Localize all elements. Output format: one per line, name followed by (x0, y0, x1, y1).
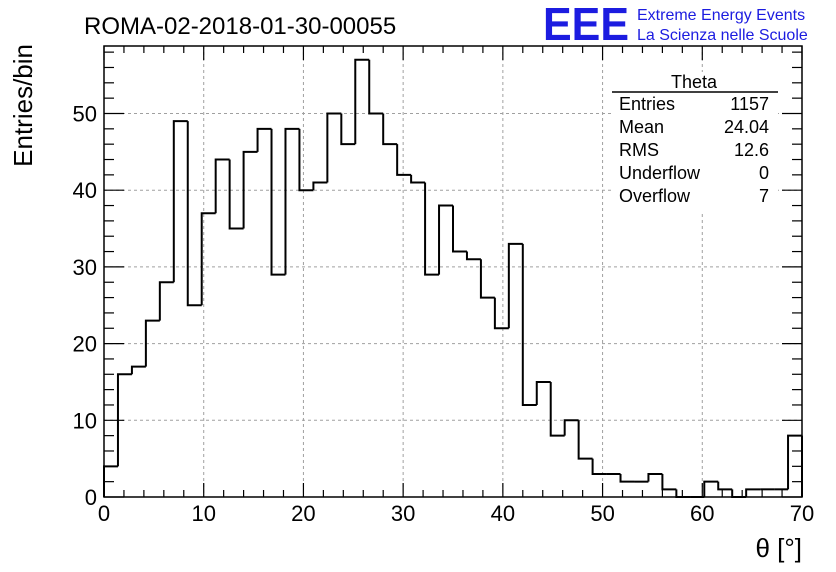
chart-title: ROMA-02-2018-01-30-00055 (84, 13, 396, 40)
stats-label-entries: Entries (619, 94, 675, 114)
histogram-bin (410, 174, 426, 184)
stats-value-overflow: 7 (759, 186, 769, 206)
histogram-bin (535, 380, 551, 405)
histogram-bin (144, 319, 160, 367)
histogram-bin (479, 259, 495, 299)
eee-logo: EEE Extreme Energy Events La Scienza nel… (543, 0, 808, 50)
eee-logo-mark: EEE (543, 0, 629, 50)
histogram-bin (647, 472, 663, 482)
x-tick-label: 60 (690, 501, 714, 526)
histogram-bin (521, 243, 537, 406)
histogram-bin (745, 488, 761, 497)
histogram-bin (200, 212, 216, 306)
histogram-bin (340, 113, 356, 146)
histogram-bin (382, 113, 398, 146)
stats-label-overflow: Overflow (619, 186, 691, 206)
stats-value-underflow: 0 (759, 163, 769, 183)
y-tick-label: 0 (85, 485, 97, 510)
stats-value-mean: 24.04 (724, 117, 769, 137)
histogram-bin (661, 473, 677, 491)
stats-box-background (612, 72, 778, 212)
x-tick-label: 0 (98, 501, 110, 526)
stats-label-underflow: Underflow (619, 163, 701, 183)
histogram-bin (591, 458, 607, 475)
histogram-bin (493, 297, 509, 330)
histogram-bin (465, 251, 481, 261)
histogram-bin (577, 420, 593, 460)
x-tick-label: 50 (590, 501, 614, 526)
histogram-bin (130, 365, 146, 375)
histogram-bin (507, 242, 523, 329)
stats-label-rms: RMS (619, 140, 659, 160)
x-tick-label: 70 (790, 501, 814, 526)
histogram-bin (270, 128, 286, 276)
x-tick-label: 40 (491, 501, 515, 526)
stats-box-title: Theta (671, 72, 718, 92)
y-tick-label: 50 (73, 101, 97, 126)
histogram-layer (103, 58, 803, 498)
histogram-bin (186, 121, 202, 307)
x-axis-label: θ [°] (755, 533, 802, 563)
histogram-bin (298, 128, 314, 192)
histogram-bin (116, 373, 132, 467)
plot-frame (103, 45, 803, 498)
histogram-bin (326, 112, 342, 183)
histogram-bin (549, 381, 565, 437)
histogram-bin (717, 481, 733, 491)
histogram-bin (242, 150, 258, 229)
histogram-bin (312, 181, 328, 191)
eee-logo-line2: La Scienza nelle Scuole (637, 27, 808, 44)
histogram-bin (172, 120, 188, 283)
histogram-bin (452, 205, 467, 253)
histogram-bin (619, 473, 635, 483)
y-axis-label: Entries/bin (8, 44, 38, 167)
histogram-bin (256, 127, 272, 152)
stats-value-entries: 1157 (730, 94, 769, 114)
histogram-bin (563, 419, 579, 436)
histogram-bin (158, 281, 174, 321)
x-tick-label: 20 (291, 501, 315, 526)
histogram-bin (368, 59, 384, 115)
stats-box: Theta Entries 1157 Mean 24.04 RMS 12.6 U… (612, 72, 778, 212)
histogram-bin (703, 480, 719, 497)
grid-lines (104, 46, 802, 497)
x-tick-label: 30 (391, 501, 415, 526)
histogram-bin (284, 127, 300, 275)
y-tick-label: 10 (73, 408, 97, 433)
histogram-bin (438, 204, 453, 275)
eee-logo-line1: Extreme Energy Events (637, 7, 805, 24)
histogram-bin (424, 182, 440, 276)
y-tick-label: 40 (73, 178, 97, 203)
histogram-bin (214, 158, 230, 214)
histogram-bin (228, 159, 244, 230)
x-tick-label: 10 (191, 501, 215, 526)
y-tick-label: 20 (73, 332, 97, 357)
stats-label-mean: Mean (619, 117, 664, 137)
y-tick-label: 30 (73, 255, 97, 280)
histogram-bin (396, 144, 412, 176)
histogram-bin (354, 58, 370, 145)
stats-value-rms: 12.6 (734, 140, 769, 160)
